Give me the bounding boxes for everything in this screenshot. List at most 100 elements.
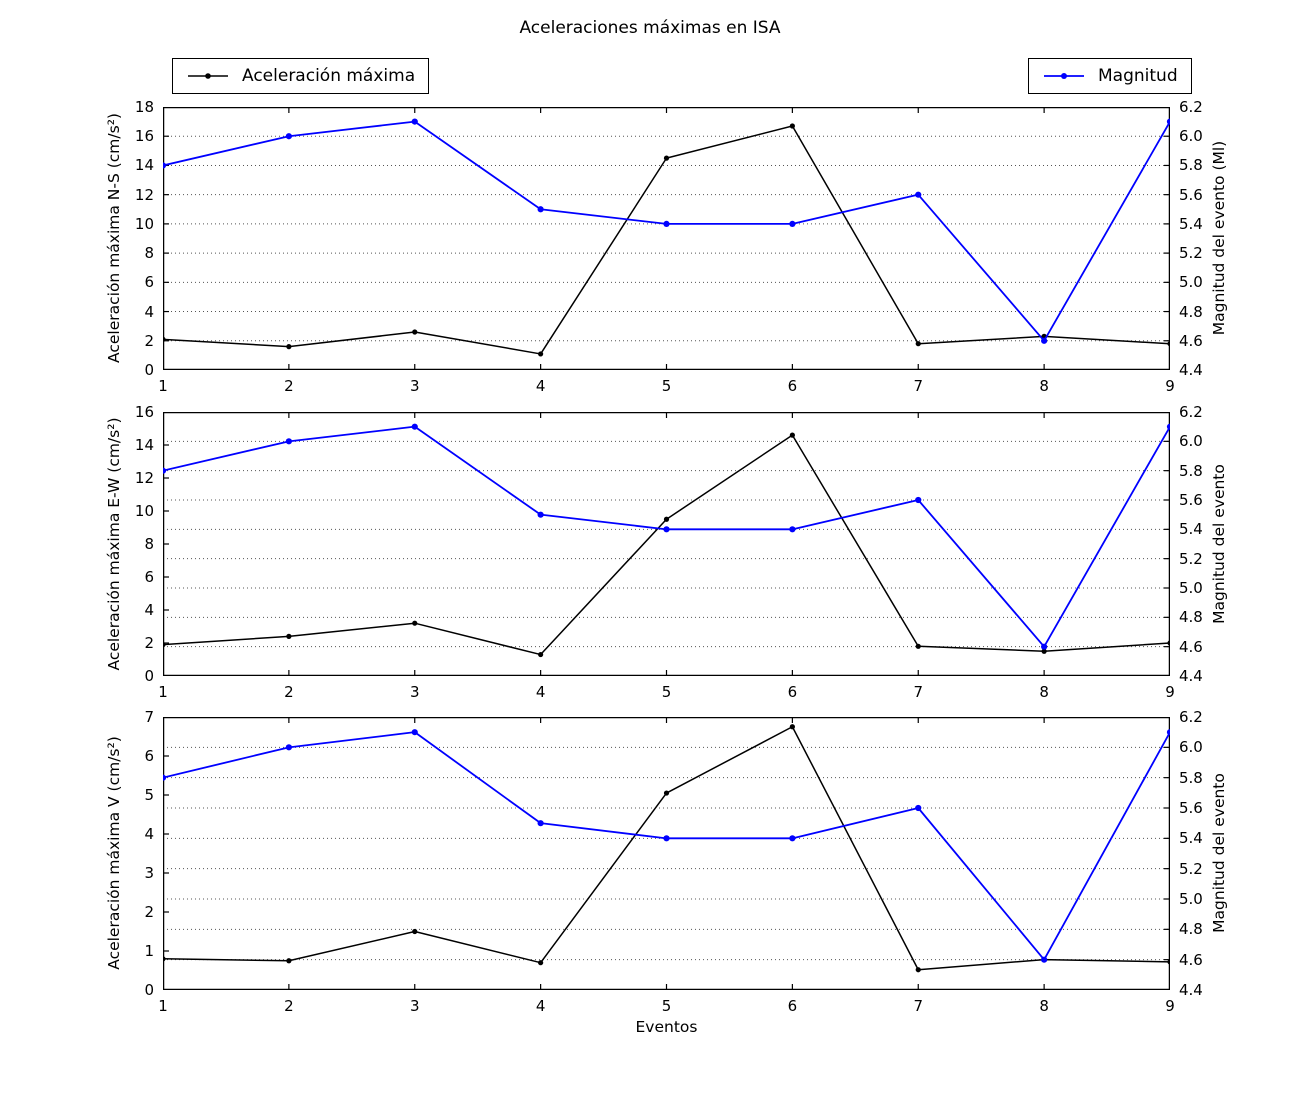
data-point bbox=[286, 958, 292, 964]
y-tick-label-right: 4.8 bbox=[1179, 608, 1203, 627]
y-tick-label-right: 4.6 bbox=[1179, 950, 1203, 969]
axes-frame bbox=[163, 717, 1170, 990]
data-point bbox=[285, 744, 292, 751]
y-tick-label-right: 5.0 bbox=[1179, 579, 1203, 597]
x-tick-label: 5 bbox=[661, 683, 672, 701]
y-tick-label-right: 5.8 bbox=[1179, 156, 1203, 175]
x-tick-label: 4 bbox=[535, 997, 546, 1015]
x-tick-label: 9 bbox=[1165, 377, 1175, 395]
y-tick-label-right: 4.4 bbox=[1179, 361, 1203, 379]
series-line-right bbox=[163, 120, 1170, 342]
data-point bbox=[789, 724, 795, 730]
data-point bbox=[163, 467, 167, 474]
x-tick-label: 7 bbox=[913, 377, 924, 395]
x-tick-label: 6 bbox=[787, 377, 798, 395]
data-point bbox=[663, 835, 670, 842]
data-point bbox=[412, 928, 418, 935]
y-tick-label-left: 6 bbox=[144, 273, 154, 292]
y-tick-label-right: 5.2 bbox=[1179, 244, 1203, 263]
y-tick-label-left: 4 bbox=[144, 601, 154, 619]
y-tick-label-right: 5.6 bbox=[1179, 185, 1203, 204]
data-point bbox=[1166, 118, 1170, 125]
y-tick-label-right: 5.4 bbox=[1179, 829, 1203, 848]
data-point bbox=[1167, 341, 1170, 347]
data-point bbox=[1166, 423, 1170, 430]
data-point bbox=[915, 496, 922, 504]
y-tick-label-right: 4.4 bbox=[1179, 981, 1203, 999]
legend-magnitud: Magnitud bbox=[1028, 58, 1192, 94]
y-tick-label-right: 4.6 bbox=[1179, 331, 1203, 350]
y-tick-label-left: 8 bbox=[144, 535, 154, 553]
x-tick-label: 8 bbox=[1039, 997, 1049, 1015]
data-point bbox=[1041, 956, 1048, 963]
x-tick-label: 4 bbox=[535, 683, 546, 701]
legend-line-sample-black bbox=[188, 73, 228, 79]
data-point bbox=[1167, 640, 1170, 646]
data-point bbox=[286, 344, 292, 350]
subplot-ew: Aceleración máxima E-W (cm/s²) Magnitud … bbox=[0, 403, 1300, 712]
y-tick-label-left: 16 bbox=[134, 403, 154, 421]
y-tick-label-right: 5.4 bbox=[1179, 520, 1203, 539]
y-tick-label-right: 5.0 bbox=[1179, 273, 1203, 292]
data-point bbox=[538, 651, 544, 658]
axes-frame bbox=[163, 412, 1170, 676]
data-point bbox=[789, 432, 795, 438]
line-chart-svg bbox=[163, 107, 1170, 370]
data-point bbox=[163, 774, 167, 781]
y-tick-label-right: 4.8 bbox=[1179, 920, 1203, 939]
y-tick-label-right: 5.4 bbox=[1179, 214, 1203, 233]
plot-area-ew bbox=[163, 412, 1170, 676]
y-tick-label-right: 6.2 bbox=[1179, 403, 1203, 421]
y-tick-label-left: 12 bbox=[134, 469, 154, 487]
data-point bbox=[411, 118, 418, 125]
data-point bbox=[538, 351, 544, 357]
x-tick-label: 5 bbox=[661, 377, 672, 395]
plot-area-ns bbox=[163, 107, 1170, 370]
series-line-right bbox=[163, 425, 1170, 648]
data-point bbox=[537, 511, 544, 518]
data-point bbox=[789, 123, 795, 129]
subplot-ns: Aceleración máxima N-S (cm/s²) Magnitud … bbox=[0, 98, 1300, 407]
data-point bbox=[663, 516, 670, 522]
data-point bbox=[789, 220, 796, 227]
x-tick-label: 4 bbox=[535, 377, 546, 395]
data-point bbox=[163, 642, 166, 648]
y-tick-label-left: 8 bbox=[144, 244, 154, 263]
data-point bbox=[789, 526, 796, 533]
line-chart-svg bbox=[163, 412, 1170, 676]
data-point bbox=[789, 835, 796, 842]
x-tick-label: 1 bbox=[158, 997, 168, 1015]
x-tick-label: 7 bbox=[913, 997, 924, 1015]
x-tick-label: 2 bbox=[284, 377, 294, 395]
y-tick-label-left: 2 bbox=[144, 331, 154, 350]
y-tick-label-right: 4.8 bbox=[1179, 302, 1203, 321]
y-tick-label-right: 5.8 bbox=[1179, 461, 1203, 480]
y-tick-label-left: 14 bbox=[134, 436, 154, 454]
y-tick-label-left: 5 bbox=[144, 786, 154, 804]
data-point bbox=[1041, 337, 1048, 344]
data-point bbox=[663, 790, 670, 796]
legend-line-sample-blue bbox=[1044, 73, 1084, 79]
data-point bbox=[1166, 729, 1170, 736]
y-tick-label-left: 6 bbox=[144, 747, 154, 765]
x-tick-label: 3 bbox=[409, 377, 420, 395]
y-tick-label-left: 6 bbox=[144, 568, 154, 586]
x-axis-label: Eventos bbox=[635, 1018, 698, 1036]
data-point bbox=[163, 956, 166, 962]
y-tick-label-right: 6.0 bbox=[1179, 738, 1203, 757]
data-point bbox=[1167, 959, 1170, 965]
data-point bbox=[663, 220, 670, 227]
data-point bbox=[1041, 648, 1047, 654]
y-tick-label-left: 7 bbox=[144, 708, 154, 726]
data-point bbox=[663, 526, 670, 533]
x-tick-label: 6 bbox=[787, 997, 798, 1015]
y-tick-label-left: 3 bbox=[144, 864, 154, 882]
x-tick-label: 1 bbox=[158, 683, 168, 701]
ylabel-right-ns: Magnitud del evento (Ml) bbox=[1210, 140, 1228, 336]
x-tick-label: 2 bbox=[284, 683, 294, 701]
x-tick-label: 2 bbox=[284, 997, 294, 1015]
x-tick-label: 1 bbox=[158, 377, 168, 395]
data-point bbox=[663, 155, 670, 161]
legend-label-aceleracion: Aceleración máxima bbox=[242, 66, 416, 86]
